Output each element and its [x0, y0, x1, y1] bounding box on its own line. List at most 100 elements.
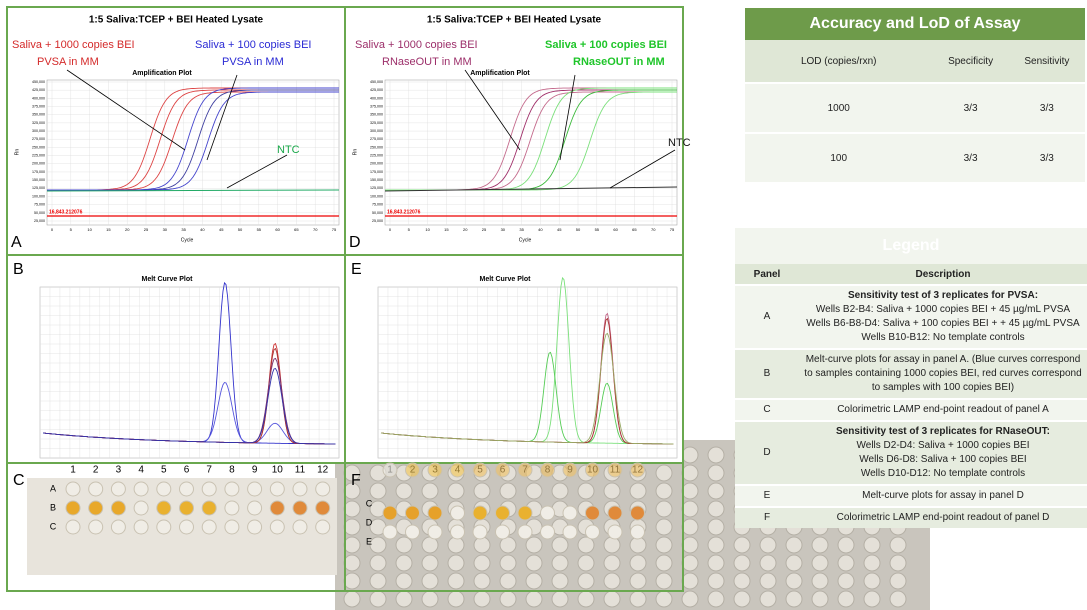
- x-tick-label: 50: [238, 227, 243, 232]
- column-label: 9: [252, 465, 258, 476]
- x-tick-label: 15: [444, 227, 449, 232]
- column-label: 8: [229, 465, 235, 476]
- pointer: [206, 74, 238, 161]
- x-tick-label: 40: [538, 227, 543, 232]
- description-cell: Melt-curve plots for assay in panel D: [799, 484, 1087, 507]
- photo-well: [863, 536, 881, 554]
- plot-title: Amplification Plot: [132, 70, 192, 77]
- plot-title: Melt Curve Plot: [142, 276, 194, 283]
- well: [269, 481, 285, 497]
- y-tick-label: 200,000: [32, 162, 45, 166]
- photo-well: [473, 482, 491, 500]
- photo-well: [785, 536, 803, 554]
- threshold-label: 16,843.212076: [49, 209, 83, 215]
- column-label: 5: [161, 465, 167, 476]
- photo-well: [447, 554, 465, 572]
- y-tick-label: 125,000: [370, 186, 383, 190]
- well: [65, 500, 81, 516]
- photo-well: [603, 572, 621, 590]
- x-tick-label: 45: [557, 227, 562, 232]
- header-row: LOD (copies/rxn) Specificity Sensitivity: [745, 40, 1085, 83]
- accuracy-table: Accuracy and LoD of Assay LOD (copies/rxn…: [745, 8, 1085, 182]
- well: [247, 481, 263, 497]
- column-label: 10: [272, 465, 284, 476]
- photo-well: [655, 554, 673, 572]
- y-tick-label: 425,000: [370, 88, 383, 92]
- plot-area: [384, 79, 678, 226]
- photo-well: [421, 572, 439, 590]
- photo-well: [681, 590, 699, 608]
- photo-well: [863, 554, 881, 572]
- y-tick-label: 25,000: [34, 219, 45, 223]
- photo-well: [681, 572, 699, 590]
- x-tick-label: 70: [313, 227, 318, 232]
- well: [110, 519, 126, 535]
- photo-well: [395, 554, 413, 572]
- photo-well: [421, 482, 439, 500]
- y-tick-label: 375,000: [370, 104, 383, 108]
- y-tick-label: 25,000: [372, 219, 383, 223]
- panel-cell: E: [735, 484, 799, 507]
- photo-well: [395, 572, 413, 590]
- well: [517, 524, 533, 540]
- photo-well: [681, 482, 699, 500]
- photo-well: [889, 572, 907, 590]
- photo-well: [733, 590, 751, 608]
- photo-well: [707, 464, 725, 482]
- photo-well: [421, 554, 439, 572]
- photo-well: [343, 500, 361, 518]
- well: [110, 481, 126, 497]
- header-cell: Sensitivity: [1008, 40, 1085, 83]
- photo-well: [395, 482, 413, 500]
- photo-well: [499, 590, 517, 608]
- x-tick-label: 30: [163, 227, 168, 232]
- photo-well: [343, 518, 361, 536]
- column-label: 1: [70, 465, 76, 476]
- cell: 1000: [745, 82, 933, 133]
- curve: [47, 91, 339, 191]
- well: [88, 500, 104, 516]
- photo-well: [733, 536, 751, 554]
- description-line: Wells D10-D12: No template controls: [860, 468, 1026, 479]
- photo-well: [707, 536, 725, 554]
- well: [562, 462, 578, 478]
- column-label: 11: [295, 465, 306, 476]
- well: [585, 462, 600, 478]
- y-tick-label: 75,000: [372, 203, 383, 207]
- x-tick-label: 55: [257, 227, 262, 232]
- photo-well: [551, 554, 569, 572]
- data-row: 1000 3/3 3/3: [745, 82, 1085, 133]
- photo-well: [811, 554, 829, 572]
- well: [88, 481, 104, 497]
- description-line: Wells B6-B8-D4: Saliva + 100 copies BEI …: [806, 318, 1080, 329]
- well: [201, 500, 217, 516]
- cell: 3/3: [932, 132, 1009, 182]
- photo-well: [811, 536, 829, 554]
- photo-well: [395, 536, 413, 554]
- well: [607, 524, 623, 540]
- photo-well: [525, 590, 543, 608]
- y-tick-label: 200,000: [370, 162, 383, 166]
- x-tick-label: 25: [482, 227, 487, 232]
- y-tick-label: 250,000: [32, 145, 45, 149]
- photo-well: [655, 572, 673, 590]
- y-tick-label: 225,000: [32, 154, 45, 158]
- well: [179, 500, 194, 516]
- x-tick-label: 70: [651, 227, 656, 232]
- table-title: Legend: [735, 226, 1087, 264]
- photo-well: [473, 536, 491, 554]
- y-tick-label: 100,000: [32, 194, 45, 198]
- header-cell: Description: [799, 264, 1087, 285]
- photo-well: [603, 482, 621, 500]
- photo-well: [473, 590, 491, 608]
- photo-well: [343, 572, 361, 590]
- photo-well: [785, 590, 803, 608]
- panel-cell: D: [735, 420, 799, 485]
- plot-title: Melt Curve Plot: [480, 276, 532, 283]
- photo-well: [759, 554, 777, 572]
- panel-cell: A: [735, 284, 799, 349]
- panel-cell: C: [735, 398, 799, 421]
- well: [382, 524, 398, 540]
- photo-well: [551, 482, 569, 500]
- photo-well: [525, 482, 543, 500]
